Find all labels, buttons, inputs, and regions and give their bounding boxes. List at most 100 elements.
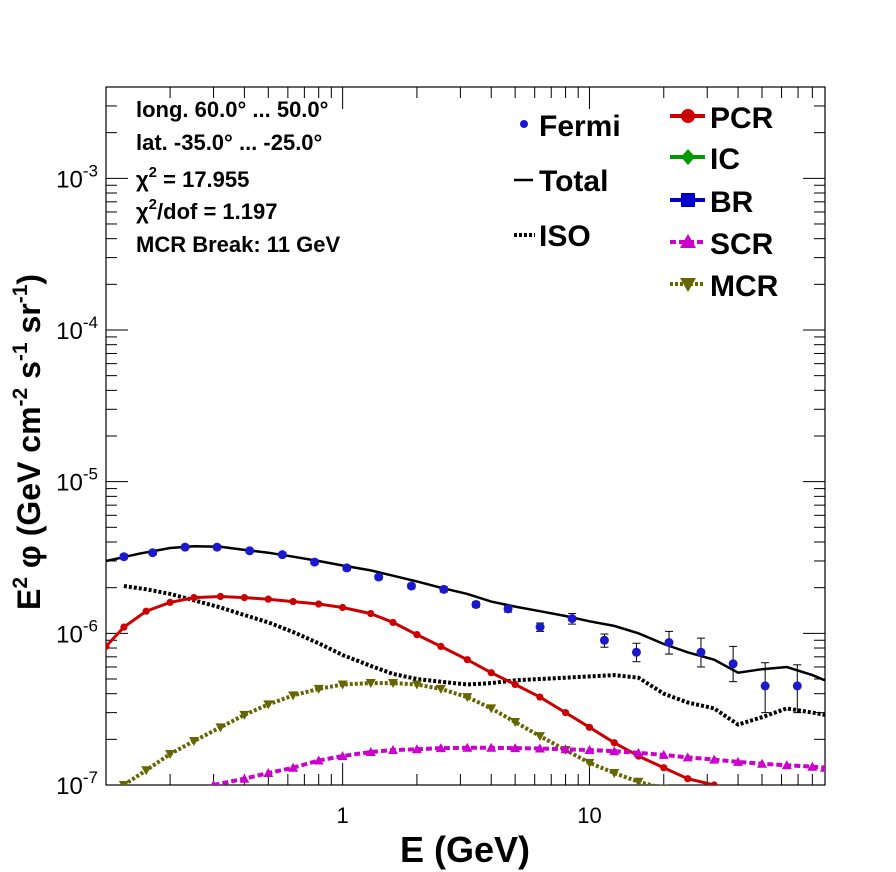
series-pcr-marker	[216, 592, 225, 601]
series-scr-marker	[411, 744, 422, 754]
fermi-data-point	[696, 647, 706, 657]
fermi-data-point	[310, 557, 320, 567]
fermi-data-point	[760, 681, 770, 691]
y-label-base-sup: 2	[9, 577, 32, 589]
series-mcr-marker	[365, 679, 376, 689]
series-mcr-marker	[388, 679, 399, 689]
fermi-data-point	[471, 599, 481, 609]
series-mcr-marker	[609, 768, 620, 778]
y-label-base: E	[11, 589, 47, 610]
series-scr-marker	[435, 743, 446, 753]
info-line-2: lat. -35.0° ... -25.0°	[136, 130, 322, 155]
series-pcr-marker	[190, 594, 198, 602]
legend-ic-label: IC	[710, 143, 740, 176]
series-mcr-marker	[462, 693, 473, 703]
series-mcr-marker	[313, 684, 324, 694]
legend-iso-label: ISO	[539, 220, 591, 253]
series-scr-marker	[462, 742, 473, 752]
fermi-data-point	[212, 542, 222, 552]
series-mcr-marker	[435, 684, 446, 694]
series-scr-marker	[388, 745, 399, 755]
series-pcr-marker	[240, 594, 248, 602]
y-label-end: )	[11, 274, 47, 285]
series-scr-marker	[781, 760, 792, 770]
y-tick-exp: -5	[83, 465, 98, 484]
y-tick-exp: -4	[83, 313, 98, 332]
series-pcr-marker	[289, 597, 297, 606]
legend-ic-marker	[681, 149, 695, 165]
series-scr-marker	[682, 752, 693, 762]
info-line-mcr-break: MCR Break: 11 GeV	[136, 232, 341, 257]
series-mcr-marker	[118, 781, 129, 785]
fermi-data-point	[439, 584, 449, 594]
series-pcr-marker	[389, 618, 397, 627]
y-tick-base: 10	[56, 166, 83, 193]
legend-pcr-marker	[681, 109, 695, 123]
series-mcr-line	[122, 681, 659, 785]
series-scr-marker	[288, 762, 299, 772]
legend-fermi-label: Fermi	[539, 110, 621, 143]
series-scr-marker	[510, 743, 521, 753]
series-scr-marker	[239, 773, 250, 783]
fermi-data-point	[631, 647, 641, 657]
series-mcr-marker	[486, 704, 497, 714]
series-mcr-marker	[411, 680, 422, 690]
fermi-data-point	[245, 546, 255, 556]
fermi-data-point	[374, 572, 384, 582]
fermi-data-point	[406, 581, 416, 591]
series-pcr-marker	[413, 631, 421, 639]
y-tick-base: 10	[56, 318, 83, 345]
y-tick-base: 10	[56, 470, 83, 497]
fermi-data-point	[567, 614, 577, 624]
fermi-data-point	[792, 681, 802, 691]
series-mcr-marker	[165, 750, 176, 760]
chi-sup: 2	[149, 164, 157, 181]
series-total-line	[106, 545, 825, 682]
series-pcr-line	[106, 594, 720, 785]
series-pcr-marker	[463, 656, 471, 664]
series-pcr-marker	[264, 595, 272, 603]
chi-symbol-2: χ	[136, 199, 149, 224]
series-mcr-marker	[534, 732, 545, 742]
series-scr-marker	[263, 767, 274, 777]
y-tick-label: 10-3	[56, 161, 98, 193]
y-tick-exp: -7	[83, 768, 98, 787]
fermi-data-point	[119, 552, 129, 562]
chi2dof-value: /dof = 1.197	[157, 199, 277, 224]
y-label-mid1: φ (GeV cm	[11, 406, 47, 577]
legend-fermi-marker	[520, 120, 528, 128]
series-mcr-marker	[658, 784, 669, 785]
info-line-chi2dof: χ2/dof = 1.197	[136, 196, 277, 224]
series-mcr-marker	[633, 777, 644, 785]
series-pcr-marker	[585, 723, 594, 731]
series-pcr-marker	[437, 642, 445, 651]
y-label-mid3: sr	[11, 303, 47, 342]
series-layer	[106, 545, 825, 785]
series-pcr-marker	[610, 739, 618, 747]
series-scr-marker	[658, 749, 669, 759]
fermi-data-point	[342, 563, 352, 573]
series-pcr-marker	[120, 623, 128, 631]
y-tick-label: 10-4	[56, 313, 98, 345]
chi-symbol: χ	[136, 167, 149, 192]
series-mcr-marker	[239, 710, 250, 720]
y-tick-exp: -3	[83, 161, 98, 180]
series-pcr-marker	[710, 781, 718, 785]
y-tick-exp: -6	[83, 616, 98, 635]
series-scr-marker	[210, 780, 217, 785]
series-scr-marker	[807, 761, 818, 771]
series-mcr-marker	[337, 680, 348, 690]
series-scr-marker	[820, 762, 825, 772]
series-mcr-marker	[584, 758, 595, 768]
legend-scr-marker	[680, 234, 696, 248]
fermi-data-point	[277, 550, 287, 560]
series-mcr-marker	[215, 723, 226, 733]
series-mcr-marker	[510, 718, 521, 728]
series-pcr-marker	[339, 603, 347, 612]
series-mcr-marker	[189, 737, 200, 747]
series-pcr-marker	[315, 600, 323, 608]
legend-left: Fermi Total ISO	[514, 110, 621, 253]
series-scr-marker	[560, 744, 571, 754]
